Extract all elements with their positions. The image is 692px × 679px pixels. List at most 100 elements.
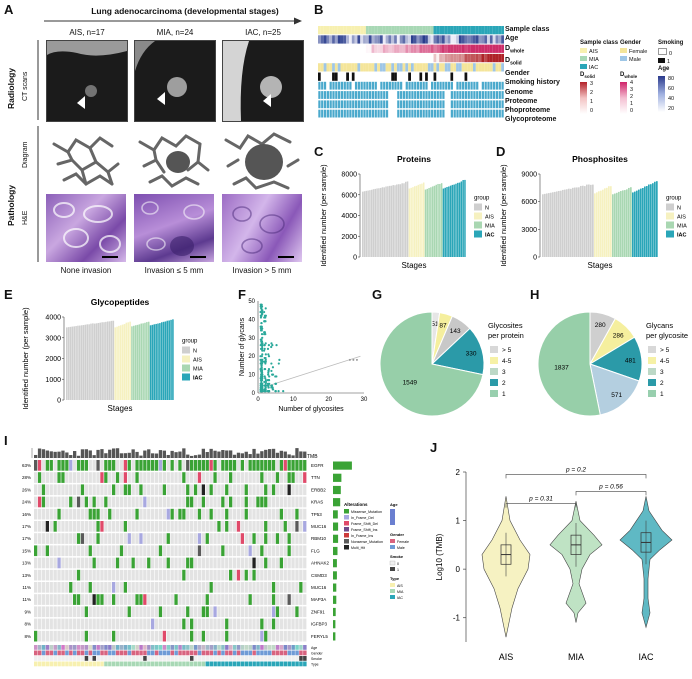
oncoprint-cell [186, 521, 190, 532]
omics-cell [442, 81, 445, 90]
oncoprint-cell [201, 496, 205, 508]
oncoprint-cell [108, 472, 112, 483]
oncoprint-cell [151, 521, 155, 532]
dsolid-cell [489, 53, 493, 63]
age-cell [371, 35, 375, 44]
dsolid-cell [450, 53, 454, 63]
oncoprint-cell [201, 533, 205, 544]
oncoprint-cell [151, 557, 155, 569]
oncoprint-cell [205, 557, 209, 569]
oncoprint-cell [92, 521, 96, 532]
bar [95, 323, 98, 400]
smoking-cell [427, 72, 431, 81]
dsolid-cell [382, 53, 386, 63]
scatter-point [263, 367, 267, 371]
omics-cell [439, 100, 442, 109]
bar [550, 192, 552, 257]
oncoprint-cell [240, 496, 244, 508]
gene-label: TTN [311, 475, 320, 480]
oncoprint-cell [96, 582, 100, 593]
oncoprint-cell [225, 521, 229, 532]
oncoprint-cell [34, 508, 38, 520]
oncoprint-cell [104, 545, 108, 557]
oncoprint-cell [205, 594, 209, 605]
gender-cell [447, 63, 451, 72]
bar [439, 183, 441, 257]
scatter-point [264, 316, 267, 319]
dsolid-cell [332, 53, 335, 63]
oncoprint-cell [37, 630, 42, 642]
annotation-cell [131, 645, 135, 650]
annotation-cell [295, 650, 299, 656]
bar [397, 184, 400, 257]
bar [556, 191, 558, 257]
oncoprint-cell [252, 594, 256, 605]
track-label: Type [311, 663, 319, 667]
oncoprint-cell [37, 557, 42, 569]
dwhole-cell [405, 44, 409, 53]
oncoprint-cell [193, 582, 198, 593]
dsolid-cell [374, 53, 378, 63]
oncoprint-cell [92, 496, 96, 508]
oncoprint-cell [174, 594, 178, 605]
oncoprint-cell [162, 521, 166, 532]
oncoprint-cell [34, 484, 38, 496]
legend-label: N [677, 206, 681, 212]
oncoprint-cell [143, 460, 147, 471]
omics-cell [366, 100, 369, 109]
smoking-cell [396, 72, 400, 81]
scatter-point [261, 336, 264, 339]
oncoprint-cell [96, 484, 100, 496]
oncoprint-cell [174, 557, 178, 569]
scatter-point [259, 382, 262, 385]
oncoprint-cell [209, 472, 213, 483]
smoking-cell [371, 72, 375, 81]
oncoprint-cell [283, 484, 287, 496]
annotation-cell [53, 661, 57, 667]
oncoprint-cell [260, 533, 264, 544]
oncoprint-cell [268, 521, 272, 532]
omics-cell [380, 81, 383, 90]
pie-value-label: 1837 [554, 364, 569, 371]
scatter-point [259, 388, 262, 391]
annotation-cell [135, 661, 139, 667]
omics-cell [346, 100, 349, 109]
annotation-cell [108, 645, 112, 650]
oncoprint-cell [96, 630, 100, 642]
omics-cell [498, 91, 501, 99]
oncoprint-cell [57, 618, 61, 630]
annotation-cell [291, 656, 295, 661]
omics-cell [450, 91, 453, 99]
oncoprint-cell [291, 533, 295, 544]
oncoprint-cell [178, 545, 182, 557]
annotation-cell [291, 645, 295, 650]
oncoprint-cell [190, 618, 194, 630]
annotation-cell [283, 645, 288, 650]
oncoprint-cell [37, 521, 42, 532]
oncoprint-cell [53, 569, 57, 581]
oncoprint-cell [240, 630, 244, 642]
oncoprint-cell [147, 569, 151, 581]
oncoprint-cell [232, 472, 237, 483]
sample-class-cell [334, 26, 338, 35]
he-label: H&E [22, 210, 29, 226]
tmb-bar [115, 448, 120, 458]
oncoprint-cell [96, 569, 100, 581]
smoking-cell [478, 72, 482, 81]
oncoprint-cell [80, 569, 85, 581]
oncoprint-cell [100, 484, 104, 496]
oncoprint-cell [104, 582, 108, 593]
oncoprint-cell [178, 582, 182, 593]
annotation-cell [96, 656, 100, 661]
oncoprint-cell [174, 521, 178, 532]
scatter-point [264, 386, 267, 389]
annotation-cell [49, 656, 54, 661]
annotation-cell [76, 661, 81, 667]
oncoprint-cell [139, 496, 143, 508]
omics-cell [470, 109, 473, 118]
oncoprint-cell [197, 618, 202, 630]
annotation-cell [201, 656, 206, 661]
oncoprint-cell [108, 630, 112, 642]
oncoprint-cell [143, 533, 147, 544]
omics-cell [332, 109, 335, 118]
